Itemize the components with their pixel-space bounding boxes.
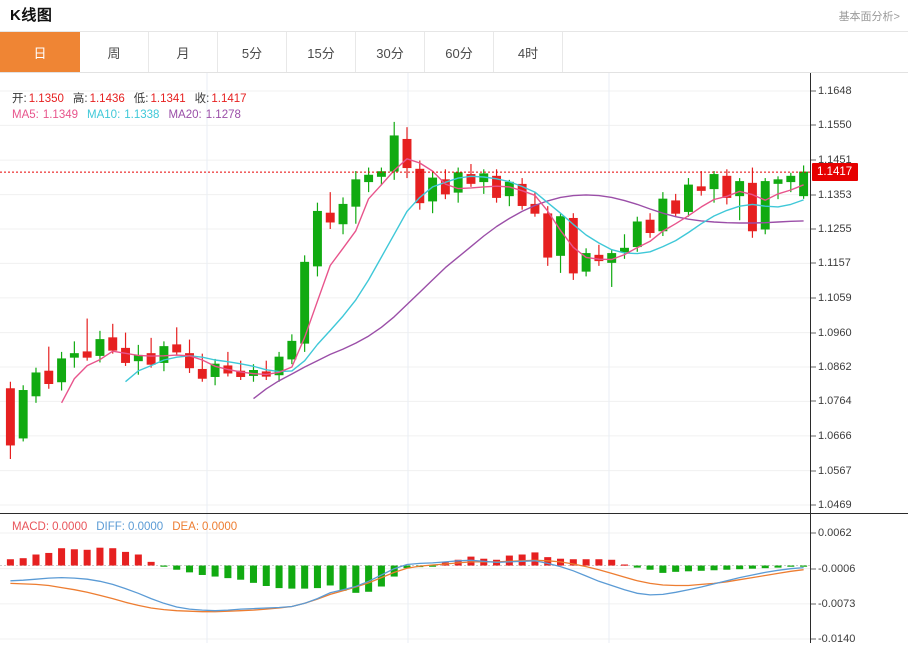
macd-label: MACD: <box>12 521 50 533</box>
price-tick-dash <box>810 332 816 334</box>
macd-tick-dash <box>810 603 816 605</box>
macd-tick-dash <box>810 568 816 570</box>
price-tick-dash <box>810 366 816 368</box>
tab-label: 30分 <box>376 45 404 61</box>
macd-tick-dash <box>810 638 816 640</box>
panel-separator <box>0 513 908 514</box>
price-tick-dash <box>810 435 816 437</box>
tabs-underline <box>0 72 908 73</box>
price-tick-dash <box>810 194 816 196</box>
open-label: 开: <box>12 93 27 105</box>
tab-label: 4时 <box>517 45 539 61</box>
ma5-value: 1.1349 <box>42 109 79 121</box>
tab-4时[interactable]: 4时 <box>494 32 563 72</box>
price-tick-label: 1.1550 <box>818 119 852 132</box>
macd-chart[interactable] <box>0 513 908 643</box>
price-tick-dash <box>810 504 816 506</box>
widget-header: K线图 基本面分析> <box>0 0 908 31</box>
price-tick-dash <box>810 124 816 126</box>
tab-label: 日 <box>33 45 47 61</box>
tab-label: 60分 <box>445 45 473 61</box>
ma-legend: MA5: 1.1349 MA10: 1.1338 MA20: 1.1278 <box>12 108 250 123</box>
tab-15分[interactable]: 15分 <box>287 32 356 72</box>
price-tick-dash <box>810 400 816 402</box>
tab-60分[interactable]: 60分 <box>425 32 494 72</box>
macd-tick-dash <box>810 532 816 534</box>
close-value: 1.1417 <box>211 93 247 105</box>
tab-label: 月 <box>176 45 190 61</box>
dea-value: 0.0000 <box>202 521 238 533</box>
ma10-value: 1.1338 <box>124 109 160 121</box>
current-price-flag: 1.1417 <box>812 163 859 182</box>
price-tick-label: 1.0862 <box>818 361 852 373</box>
price-panel[interactable]: 开: 1.1350 高: 1.1436 低: 1.1341 收: 1.1417 MA5:… <box>0 73 908 513</box>
timeframe-tabs: 日 周 月 5分 15分 30分 60分 4时 <box>0 32 908 72</box>
macd-value: 0.0000 <box>52 521 88 533</box>
fundamental-analysis-link[interactable]: 基本面分析> <box>838 11 900 23</box>
header-divider <box>0 31 908 32</box>
tab-日[interactable]: 日 <box>0 32 80 72</box>
tab-label: 周 <box>107 45 121 61</box>
macd-tick-label: 0.0062 <box>818 527 852 539</box>
ohlc-legend: 开: 1.1350 高: 1.1436 低: 1.1341 收: 1.1417 <box>12 92 256 107</box>
price-tick-label: 1.1059 <box>818 291 852 304</box>
price-tick-label: 1.0567 <box>818 464 852 477</box>
tab-月[interactable]: 月 <box>149 32 218 72</box>
axis-vertical-line <box>810 73 811 643</box>
price-tick-dash <box>810 228 816 230</box>
price-tick-label: 1.1255 <box>818 223 852 235</box>
dea-label: DEA: <box>172 521 200 533</box>
price-tick-label: 1.1353 <box>818 188 852 201</box>
low-label: 低: <box>133 93 149 105</box>
price-tick-dash <box>810 262 816 264</box>
high-label: 高: <box>72 93 88 105</box>
low-value: 1.1341 <box>150 93 186 105</box>
tab-30分[interactable]: 30分 <box>356 32 425 72</box>
high-value: 1.1436 <box>89 93 125 105</box>
price-tick-dash <box>810 90 816 92</box>
open-value: 1.1350 <box>28 93 64 105</box>
macd-legend: MACD: 0.0000 DIFF: 0.0000 DEA: 0.0000 <box>12 520 246 535</box>
close-label: 收: <box>194 93 210 105</box>
price-tick-label: 1.1648 <box>818 85 852 97</box>
macd-tick-label: -0.0006 <box>818 562 856 575</box>
macd-panel[interactable]: MACD: 0.0000 DIFF: 0.0000 DEA: 0.0000 0.006… <box>0 513 908 645</box>
tab-label: 5分 <box>241 45 263 61</box>
diff-label: DIFF: <box>96 521 125 533</box>
tab-label: 15分 <box>307 45 335 61</box>
price-tick-label: 1.0469 <box>818 499 852 511</box>
price-tick-label: 1.1157 <box>818 257 851 270</box>
ma10-label: MA10: <box>87 109 121 121</box>
tab-周[interactable]: 周 <box>80 32 149 72</box>
price-tick-label: 1.0764 <box>818 395 852 408</box>
price-tick-label: 1.0666 <box>818 429 852 442</box>
price-tick-label: 1.0960 <box>818 326 852 339</box>
diff-value: 0.0000 <box>128 521 164 533</box>
price-tick-dash <box>810 470 816 472</box>
chart-stage: 开: 1.1350 高: 1.1436 低: 1.1341 收: 1.1417 MA5:… <box>0 73 908 645</box>
price-tick-dash <box>810 297 816 299</box>
price-tick-dash <box>810 159 816 161</box>
ma20-value: 1.1278 <box>205 109 241 121</box>
tab-5分[interactable]: 5分 <box>218 32 287 72</box>
ma5-label: MA5: <box>12 109 39 121</box>
candlestick-chart[interactable] <box>0 73 908 513</box>
ma20-label: MA20: <box>168 109 202 121</box>
macd-tick-label: -0.0140 <box>818 633 856 645</box>
page-title: K线图 <box>10 7 53 24</box>
macd-tick-label: -0.0073 <box>818 597 856 610</box>
